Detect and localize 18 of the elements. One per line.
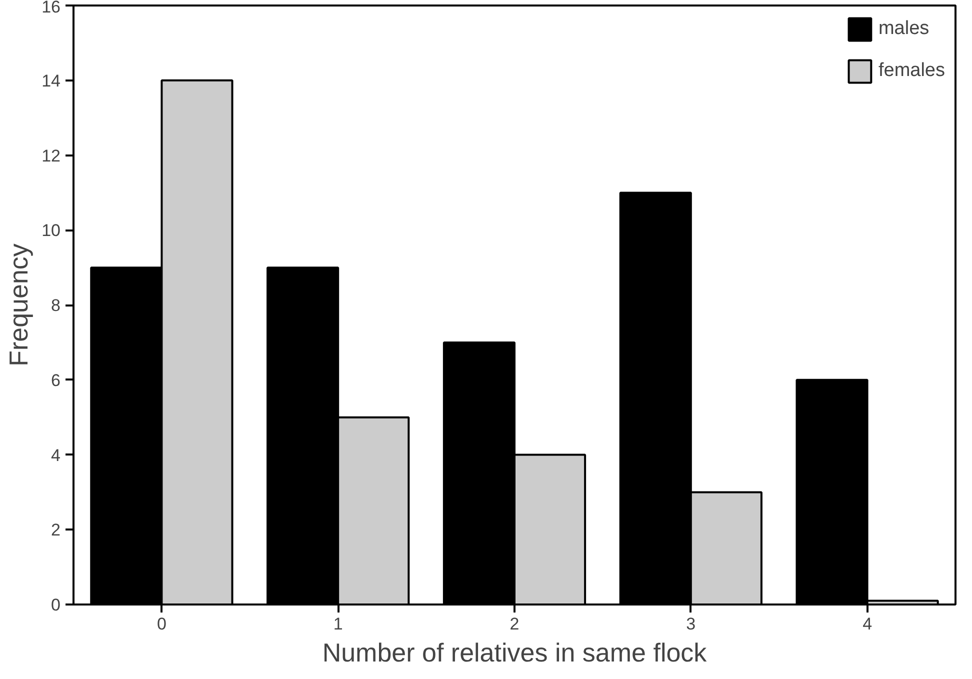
x-tick-label: 1 <box>333 614 343 634</box>
y-tick-label: 4 <box>51 446 61 465</box>
y-tick-label: 8 <box>51 296 61 315</box>
y-tick-label: 2 <box>51 520 61 540</box>
y-tick-label: 12 <box>42 146 61 166</box>
x-axis-title: Number of relatives in same flock <box>322 638 708 668</box>
y-tick-label: 0 <box>51 596 61 614</box>
x-tick-label: 3 <box>686 614 696 634</box>
y-tick-label: 10 <box>42 221 61 240</box>
y-tick-label: 6 <box>51 370 61 390</box>
legend-label: males <box>878 18 930 40</box>
x-tick-label: 4 <box>862 614 872 634</box>
y-tick-label: 16 <box>42 0 61 16</box>
legend-label: females <box>878 60 945 82</box>
x-tick-label: 0 <box>156 614 166 634</box>
y-tick-label: 14 <box>42 71 61 90</box>
x-tick-label: 2 <box>510 614 520 634</box>
y-axis-title: Frequency <box>4 244 34 366</box>
